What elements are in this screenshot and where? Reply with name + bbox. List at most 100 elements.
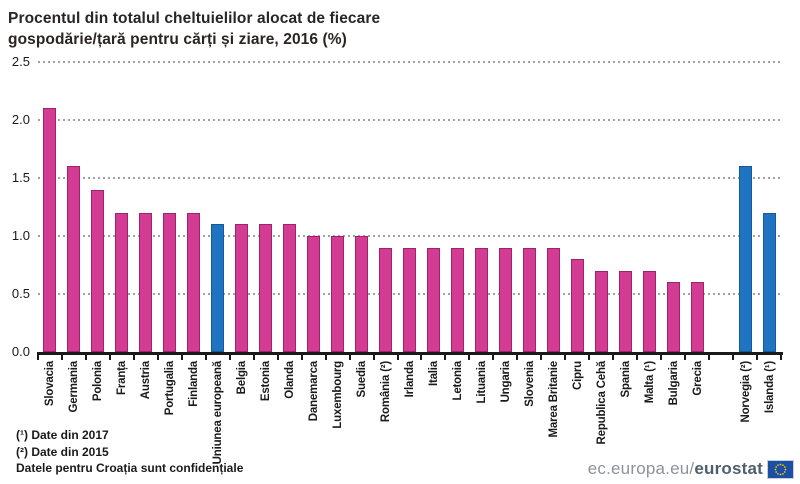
bar-letonia (450, 247, 464, 352)
x-axis-label-text: Olanda (284, 361, 297, 399)
y-tick-label-0.0: 0.0 (11, 344, 30, 359)
x-axis-label-text: Norvegia (²) (739, 361, 752, 423)
x-axis-line (37, 352, 783, 355)
bar-polonia (91, 189, 105, 352)
chart-title: Procentul din totalul cheltuielilor aloc… (8, 8, 380, 50)
x-axis-label-text: Belgia (236, 361, 249, 395)
x-axis-label-text: Grecia (691, 361, 704, 396)
chart-title-line1: Procentul din totalul cheltuielilor aloc… (8, 10, 381, 27)
x-axis-tick (156, 355, 159, 360)
gridline-2.5 (38, 61, 783, 63)
bar-romania (379, 247, 393, 352)
bar-portugalia (163, 212, 177, 352)
bar-grecia (690, 282, 704, 352)
x-axis-tick (516, 355, 519, 360)
x-axis-label-text: Portugalia (164, 361, 177, 416)
x-axis-label-text: Austria (140, 361, 153, 400)
x-axis-label-text: Ungaria (499, 361, 512, 403)
x-axis-label-text: Cipru (571, 361, 584, 391)
bar-malta (642, 270, 656, 352)
y-tick-label-0.5: 0.5 (11, 286, 30, 301)
eu-flag-icon (767, 459, 794, 479)
x-axis-label-text: Malta (¹) (643, 361, 656, 404)
bar-danemarca (307, 236, 321, 352)
bar-bulgaria (666, 282, 680, 352)
y-tick-label-2.5: 2.5 (11, 54, 30, 69)
x-axis-tick (684, 355, 687, 360)
x-axis-tick (228, 355, 231, 360)
x-axis-tick (108, 355, 111, 360)
bar-italia (426, 247, 440, 352)
bar-slovenia (522, 247, 536, 352)
x-axis-tick (636, 355, 639, 360)
x-axis-label-text: Lituania (475, 361, 488, 404)
x-axis-tick (37, 355, 39, 360)
x-axis-tick (300, 355, 303, 360)
bar-austria (139, 212, 153, 352)
footnote-2015: (²) Date din 2015 (16, 444, 109, 459)
x-axis-label-text: Spania (619, 361, 632, 398)
x-axis-tick (324, 355, 327, 360)
x-axis-label-text: Slovacia (44, 361, 57, 407)
x-axis-label-text: Bulgaria (667, 361, 680, 406)
bar-franta (115, 212, 129, 352)
x-axis-label-text: Danemarca (308, 361, 321, 422)
x-axis-tick (84, 355, 87, 360)
x-axis-tick (780, 355, 782, 360)
x-axis-tick (204, 355, 207, 360)
bar-belgia (235, 224, 249, 352)
x-axis-label-text: Franța (116, 361, 129, 395)
y-tick-label-2.0: 2.0 (11, 112, 30, 127)
x-axis-label-text: Islanda (¹) (763, 361, 776, 414)
branding-link[interactable]: ec.europa.eu/eurostat (588, 459, 763, 479)
x-axis-tick (660, 355, 663, 360)
x-axis-tick (540, 355, 543, 360)
x-axis-label-text: Luxembourg (332, 361, 345, 429)
x-axis-label-text: Republica Cehă (595, 361, 608, 445)
x-axis-tick (396, 355, 399, 360)
x-axis-tick (132, 355, 135, 360)
x-axis-tick (444, 355, 447, 360)
x-axis-tick (468, 355, 471, 360)
bar-spania (618, 270, 632, 352)
bar-slovacia (43, 108, 57, 352)
x-axis-tick (420, 355, 423, 360)
bar-ungaria (498, 247, 512, 352)
footnotes: (¹) Date din 2017 (²) Date din 2015 Date… (16, 427, 243, 477)
branding-url-prefix: ec.europa.eu/ (587, 459, 695, 478)
x-axis-tick (372, 355, 375, 360)
gridline-2.0 (38, 119, 783, 121)
x-axis-tick (588, 355, 591, 360)
footnote-croatia: Datele pentru Croația sunt confidențiale (16, 461, 244, 475)
x-axis-label-text: România (²) (380, 361, 393, 423)
x-axis-label-text: Slovenia (523, 361, 536, 407)
bar-marea-britanie (546, 247, 560, 352)
x-axis-tick (492, 355, 495, 360)
x-axis-label-text: Letonia (451, 361, 464, 401)
x-axis-tick (732, 355, 735, 360)
x-axis-tick (252, 355, 255, 360)
y-tick-label-1.5: 1.5 (11, 170, 30, 185)
chart-title-line2: gospodărie/țară pentru cărți și ziare, 2… (8, 31, 347, 48)
x-axis-label-text: Marea Britanie (547, 361, 560, 438)
bar-irlanda (403, 247, 416, 352)
eurostat-branding: ec.europa.eu/eurostat (0, 459, 794, 479)
bar-suedia (355, 236, 369, 352)
x-axis-tick (60, 355, 63, 360)
x-axis-label-text: Suedia (356, 361, 369, 398)
y-tick-label-1.0: 1.0 (11, 228, 30, 243)
bar-uniunea-europeana (211, 224, 225, 352)
gridline-1.0 (38, 235, 783, 237)
x-axis-label-text: Irlanda (404, 361, 416, 398)
branding-url-eurostat: eurostat (694, 459, 763, 478)
bar-islanda (762, 212, 776, 352)
x-axis-tick (180, 355, 183, 360)
x-axis-tick (756, 355, 759, 360)
x-axis-label-text: Polonia (92, 361, 105, 402)
bar-cipru (570, 259, 584, 352)
bar-norvegia (738, 166, 752, 352)
x-axis-tick (276, 355, 279, 360)
x-axis-tick (564, 355, 567, 360)
x-axis-label-text: Finlanda (188, 361, 201, 407)
